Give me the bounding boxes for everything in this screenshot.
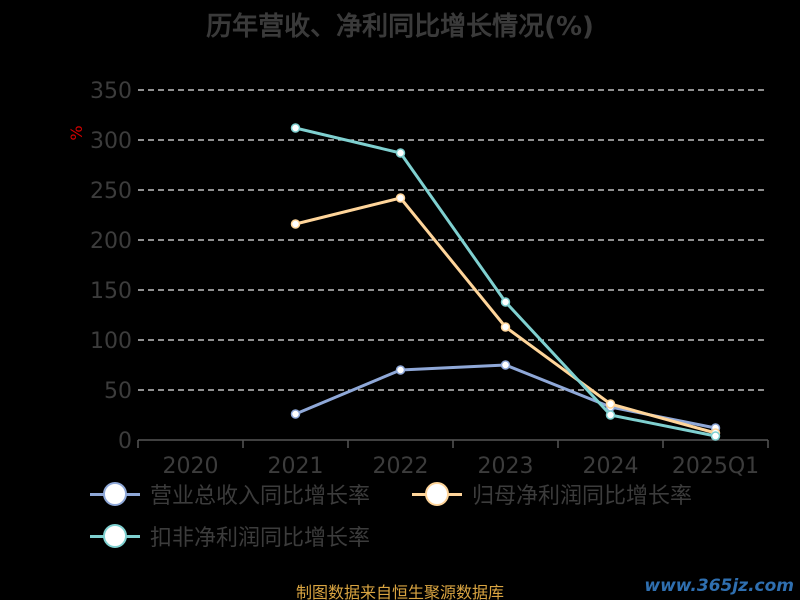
y-tick-label: 100	[90, 329, 132, 354]
data-point-series-1	[605, 399, 616, 409]
legend-label-net-profit: 归母净利润同比增长率	[472, 484, 693, 509]
data-point-series-2	[290, 123, 301, 133]
data-point-series-0	[395, 365, 406, 375]
series-line-1	[295, 196, 716, 435]
y-tick-label: 300	[90, 129, 132, 154]
data-point-series-2	[710, 431, 721, 441]
legend-swatch-deducted-profit	[90, 522, 140, 550]
data-point-series-1	[500, 322, 511, 332]
y-tick-label: 250	[90, 179, 132, 204]
x-tick-label: 2023	[478, 454, 534, 479]
y-tick-label: 0	[118, 429, 132, 454]
x-tick-label: 2024	[583, 454, 639, 479]
y-tick-label: 350	[90, 79, 132, 104]
legend-swatch-revenue	[90, 480, 140, 508]
y-tick-label: 200	[90, 229, 132, 254]
data-point-series-2	[605, 410, 616, 420]
legend-swatch-net-profit	[412, 480, 462, 508]
x-tick-label: 2021	[268, 454, 324, 479]
y-axis-label: %	[67, 125, 86, 140]
series-line-0	[294, 363, 716, 430]
data-point-series-2	[500, 297, 511, 307]
watermark: www.365jz.com	[644, 576, 794, 596]
data-point-series-1	[395, 193, 406, 203]
chart-title: 历年营收、净利同比增长情况(%)	[206, 12, 594, 42]
data-point-series-1	[290, 219, 301, 229]
x-tick-label: 2025Q1	[672, 454, 759, 479]
legend-label-revenue: 营业总收入同比增长率	[150, 484, 371, 509]
data-point-series-0	[290, 409, 301, 419]
x-tick-label: 2020	[163, 454, 219, 479]
y-tick-label: 150	[90, 279, 132, 304]
y-tick-label: 50	[104, 379, 132, 404]
data-point-series-0	[500, 360, 511, 370]
legend-item-revenue[interactable]: 营业总收入同比增长率	[90, 480, 371, 509]
data-point-series-2	[395, 148, 406, 158]
legend-label-deducted-profit: 扣非净利润同比增长率	[150, 526, 371, 551]
data-source-note: 制图数据来自恒生聚源数据库	[295, 583, 504, 600]
legend-item-net-profit[interactable]: 归母净利润同比增长率	[412, 480, 693, 509]
legend-item-deducted-profit[interactable]: 扣非净利润同比增长率	[90, 522, 371, 551]
x-tick-label: 2022	[373, 454, 429, 479]
